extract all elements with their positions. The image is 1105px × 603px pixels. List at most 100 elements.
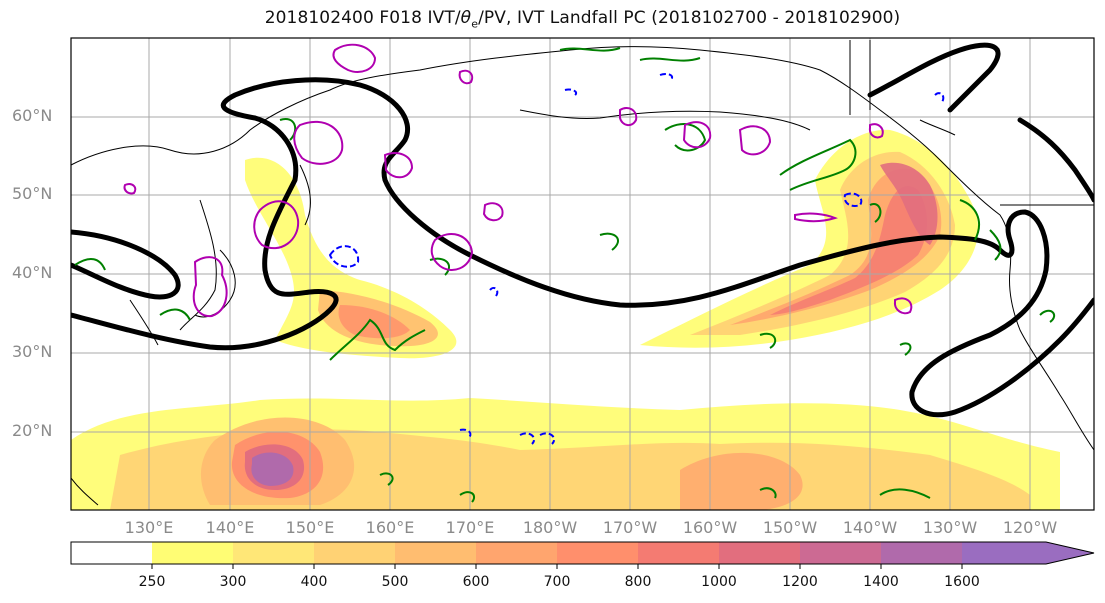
ivt-ar-1000 xyxy=(770,186,927,315)
pv-neg-contour xyxy=(328,245,360,268)
lat-label: 50°N xyxy=(12,184,53,203)
pv-contour xyxy=(482,202,504,222)
colorbar-label: 1200 xyxy=(782,574,818,590)
ivt-west-plume-250 xyxy=(245,157,457,359)
pv-contour xyxy=(123,183,137,195)
lat-label: 40°N xyxy=(12,263,53,282)
colorbar-swatch xyxy=(152,542,233,564)
pv-contour xyxy=(794,212,839,223)
colorbar-label: 1600 xyxy=(944,574,980,590)
lon-label: 120°W xyxy=(1002,518,1058,537)
colorbar-label: 500 xyxy=(381,574,409,590)
ivt-fill xyxy=(71,129,1060,510)
pv-neg-contour xyxy=(659,72,674,81)
colorbar-swatch xyxy=(476,542,557,564)
theta-e-contour xyxy=(779,138,857,191)
lat-label: 20°N xyxy=(12,421,53,440)
theta-e-contour xyxy=(329,318,426,361)
lon-label: 160°E xyxy=(365,518,415,537)
colorbar-label: 600 xyxy=(462,574,490,590)
lat-label: 60°N xyxy=(12,106,53,125)
pc-contour-west-lobe xyxy=(71,229,181,300)
title-suffix: /PV, IVT Landfall PC (2018102700 - 20181… xyxy=(478,8,901,28)
lon-label: 170°E xyxy=(445,518,495,537)
colorbar xyxy=(70,541,1095,569)
lon-label: 160°W xyxy=(682,518,738,537)
pv-contour xyxy=(332,43,377,73)
pv-contour xyxy=(868,123,884,139)
theta-e-contour xyxy=(899,309,1056,356)
theta-e-contour xyxy=(279,118,707,152)
colorbar-swatch xyxy=(557,542,638,564)
theta-e-contour xyxy=(759,487,931,499)
ivt-ar-1200 xyxy=(880,162,938,245)
map-frame xyxy=(70,37,1095,511)
theta-e-contour xyxy=(959,199,1002,261)
title-sub: e xyxy=(471,17,479,31)
colorbar-swatch xyxy=(719,542,800,564)
lon-label: 140°E xyxy=(205,518,255,537)
pv-contour xyxy=(192,256,228,318)
chart-title: 2018102400 F018 IVT/θe/PV, IVT Landfall … xyxy=(0,8,1105,30)
colorbar-extend-arrow xyxy=(962,542,1094,564)
colorbar-label: 1000 xyxy=(701,574,737,590)
theta-e-contours xyxy=(74,47,1056,503)
pc-contour-main xyxy=(71,77,1094,418)
colorbar-label: 800 xyxy=(624,574,652,590)
colorbar-swatch xyxy=(314,542,395,564)
ivt-typhoon-1600 xyxy=(251,452,294,486)
colorbar-swatch xyxy=(395,542,476,564)
lon-label: 130°E xyxy=(124,518,174,537)
pv-neg-contour xyxy=(489,286,499,297)
lon-label: 150°E xyxy=(285,518,335,537)
title-theta: θ xyxy=(460,8,472,28)
lon-label: 150°W xyxy=(762,518,818,537)
pv-contour xyxy=(383,152,414,179)
pv-contour xyxy=(682,121,712,149)
pv-contour xyxy=(619,107,638,126)
colorbar-label: 300 xyxy=(219,574,247,590)
lon-label: 180°W xyxy=(522,518,578,537)
pv-contour xyxy=(738,125,772,156)
pv-contour xyxy=(458,69,474,85)
lat-label: 30°N xyxy=(12,342,53,361)
colorbar-outline xyxy=(70,541,1095,565)
ivt-west-plume-800 xyxy=(338,305,410,339)
colorbar-swatch xyxy=(638,542,719,564)
pv-neg-contour xyxy=(843,192,863,207)
colorbar-swatch xyxy=(800,542,881,564)
pv-neg-contour xyxy=(564,88,578,97)
colorbar-ticks xyxy=(151,564,963,569)
pc-contour-north xyxy=(867,42,1001,113)
colorbar-label: 700 xyxy=(543,574,571,590)
pv-neg-contours xyxy=(328,72,945,445)
pv-neg-contour xyxy=(519,432,556,445)
lon-label: 130°W xyxy=(922,518,978,537)
theta-e-contour xyxy=(759,203,882,349)
pc-contours xyxy=(71,42,1094,418)
pv-contour xyxy=(253,200,300,250)
colorbar-swatch xyxy=(233,542,314,564)
graticule xyxy=(71,38,1094,510)
lon-label: 140°W xyxy=(842,518,898,537)
colorbar-label: 1400 xyxy=(863,574,899,590)
theta-e-contour xyxy=(74,258,191,321)
title-prefix: 2018102400 F018 IVT/ xyxy=(264,8,461,28)
pc-contour-northeast xyxy=(1017,117,1094,203)
ivt-south-east-700 xyxy=(680,452,803,510)
pv-contours xyxy=(123,43,913,318)
lon-label: 170°W xyxy=(602,518,658,537)
colorbar-label: 400 xyxy=(300,574,328,590)
colorbar-swatch xyxy=(71,542,152,564)
colorbar-label: 250 xyxy=(138,574,166,590)
pv-contour xyxy=(430,233,474,271)
map-plot-area xyxy=(71,38,1094,510)
pv-contour xyxy=(293,120,344,165)
theta-e-contour xyxy=(379,472,476,503)
pv-contour xyxy=(893,297,913,315)
pv-neg-contour xyxy=(934,92,945,103)
theta-e-contour xyxy=(559,47,701,62)
pv-neg-contour xyxy=(459,428,472,439)
colorbar-swatch xyxy=(881,542,962,564)
